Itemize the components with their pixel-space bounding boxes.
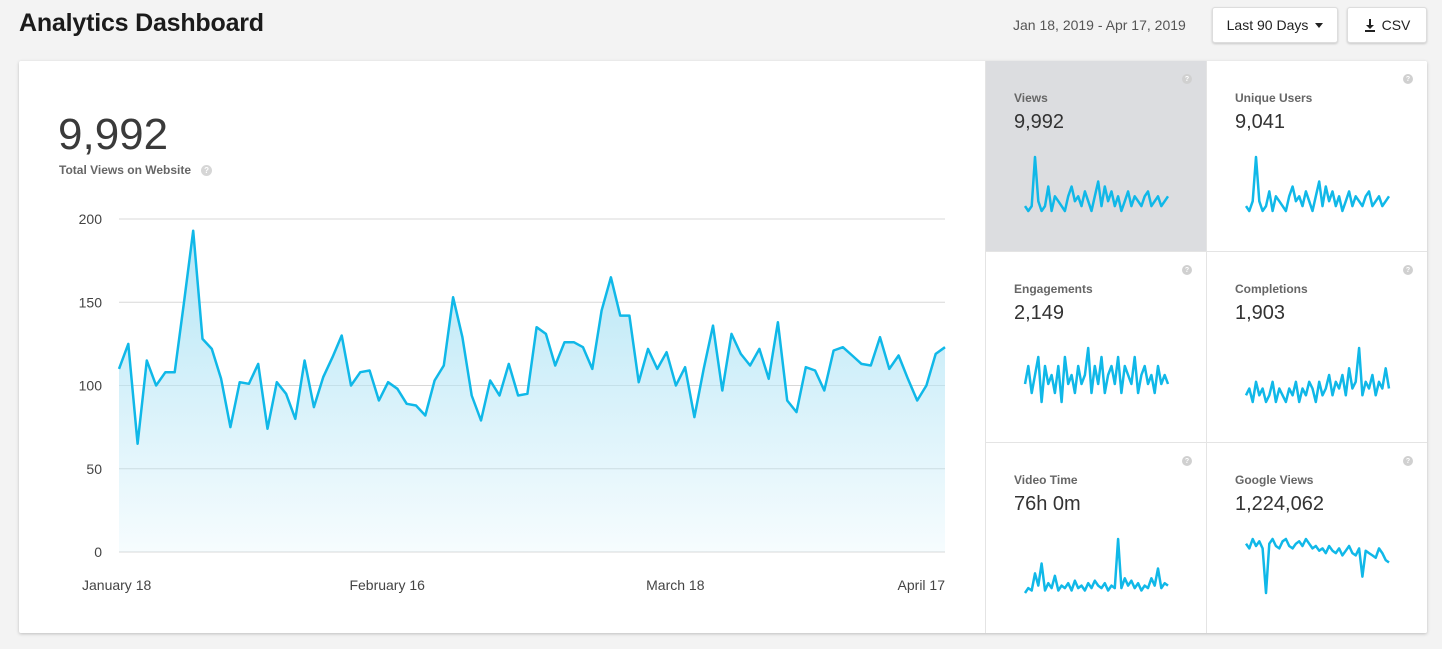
help-icon[interactable]: ? [1182, 74, 1192, 84]
metric-sparkline [1023, 155, 1170, 213]
metric-value: 76h 0m [1014, 493, 1081, 515]
y-tick-label: 0 [94, 544, 102, 560]
x-tick-label: January 18 [82, 577, 151, 593]
metric-label: Google Views [1235, 473, 1314, 487]
metric-label: Unique Users [1235, 91, 1313, 105]
date-range-dropdown[interactable]: Last 90 Days [1212, 7, 1338, 43]
metric-tile-google-views[interactable]: Google Views 1,224,062? [1206, 443, 1427, 633]
caret-down-icon [1315, 22, 1324, 28]
metric-tile-views[interactable]: Views 9,992? [985, 61, 1206, 252]
total-views-label: Total Views on Website [59, 163, 192, 177]
metric-sparkline [1023, 537, 1169, 594]
sparkline-series-line [1023, 155, 1170, 213]
csv-export-button[interactable]: CSV [1347, 7, 1427, 43]
page-title: Analytics Dashboard [19, 9, 264, 37]
metric-tile-completions[interactable]: Completions 1,903? [1206, 252, 1427, 443]
metric-value: 9,041 [1235, 111, 1286, 133]
help-icon[interactable]: ? [1403, 456, 1413, 466]
help-icon[interactable]: ? [1182, 265, 1192, 275]
metric-value: 9,992 [1014, 111, 1065, 133]
metric-label: Engagements [1014, 282, 1093, 296]
main-chart-panel: 9,992 Total Views on Website ? 0 50 100 150… [19, 61, 985, 633]
sparkline-series-line [1244, 155, 1391, 213]
x-tick-label: April 17 [898, 577, 946, 593]
metric-sparkline [1244, 155, 1391, 213]
metric-value: 2,149 [1014, 302, 1065, 324]
total-views-value: 9,992 [58, 110, 169, 159]
date-range-dropdown-label: Last 90 Days [1226, 17, 1309, 33]
metric-tile-video-time[interactable]: Video Time 76h 0m? [985, 443, 1206, 633]
total-views-label-row: Total Views on Website ? [59, 163, 213, 177]
metric-sparkline [1023, 346, 1170, 404]
y-tick-label: 100 [79, 378, 103, 394]
help-icon[interactable]: ? [201, 164, 213, 176]
sparkline-series-line [1023, 346, 1170, 404]
csv-button-label: CSV [1381, 17, 1411, 33]
metric-tile-unique-users[interactable]: Unique Users 9,041? [1206, 61, 1427, 252]
help-icon[interactable]: ? [1182, 456, 1192, 466]
metric-label: Views [1014, 91, 1048, 105]
sparkline-series-line [1023, 537, 1169, 594]
download-icon [1364, 18, 1375, 32]
help-icon[interactable]: ? [1403, 265, 1413, 275]
metric-value: 1,224,062 [1235, 493, 1324, 515]
metric-sparkline [1244, 346, 1391, 404]
metric-value: 1,903 [1235, 302, 1286, 324]
views-series-line [117, 229, 946, 446]
sparkline-series-line [1244, 346, 1391, 404]
help-icon[interactable]: ? [1403, 74, 1413, 84]
y-tick-label: 150 [79, 294, 103, 310]
y-tick-label: 50 [86, 461, 102, 477]
y-tick-label: 200 [79, 211, 103, 227]
metric-label: Completions [1235, 282, 1308, 296]
analytics-card: 9,992 Total Views on Website ? 0 50 100 150… [19, 61, 1427, 633]
metric-tile-engagements[interactable]: Engagements 2,149? [985, 252, 1206, 443]
x-tick-label: February 16 [349, 577, 425, 593]
metric-sparkline [1244, 537, 1390, 595]
date-range-label: Jan 18, 2019 - Apr 17, 2019 [1013, 17, 1186, 33]
views-area-chart: 0 50 100 150 200 January 18 February 16 March 1… [79, 211, 946, 593]
metric-label: Video Time [1014, 473, 1078, 487]
views-area-fill [119, 230, 945, 552]
sparkline-series-line [1244, 537, 1390, 595]
x-tick-label: March 18 [646, 577, 705, 593]
